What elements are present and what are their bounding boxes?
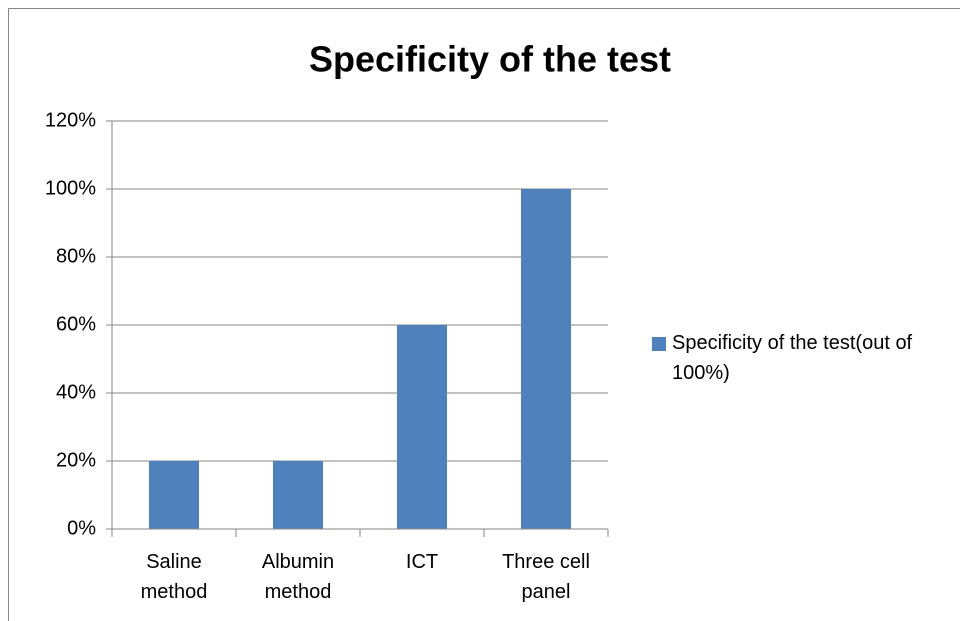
bar: [149, 461, 199, 529]
legend-label: Specificity of the test(out of 100%): [672, 332, 913, 384]
y-tick-label: 100%: [45, 177, 96, 199]
x-tick-label: Three cell panel: [502, 551, 590, 603]
y-tick-label: 20%: [56, 449, 96, 471]
y-tick-label: 40%: [56, 381, 96, 403]
bar: [397, 325, 447, 529]
bar: [521, 189, 571, 529]
y-tick-label: 60%: [56, 313, 96, 335]
bar: [273, 461, 323, 529]
x-tick-label: ICT: [405, 551, 439, 573]
legend-swatch: [652, 337, 666, 351]
chart-border: [8, 8, 960, 621]
x-tick-label: Saline method: [140, 551, 208, 603]
chart-title: Specificity of the test: [309, 39, 671, 80]
y-tick-label: 80%: [56, 245, 96, 267]
y-tick-label: 0%: [67, 517, 96, 539]
y-tick-label: 120%: [45, 109, 96, 131]
x-tick-label: Albumin method: [261, 551, 335, 603]
